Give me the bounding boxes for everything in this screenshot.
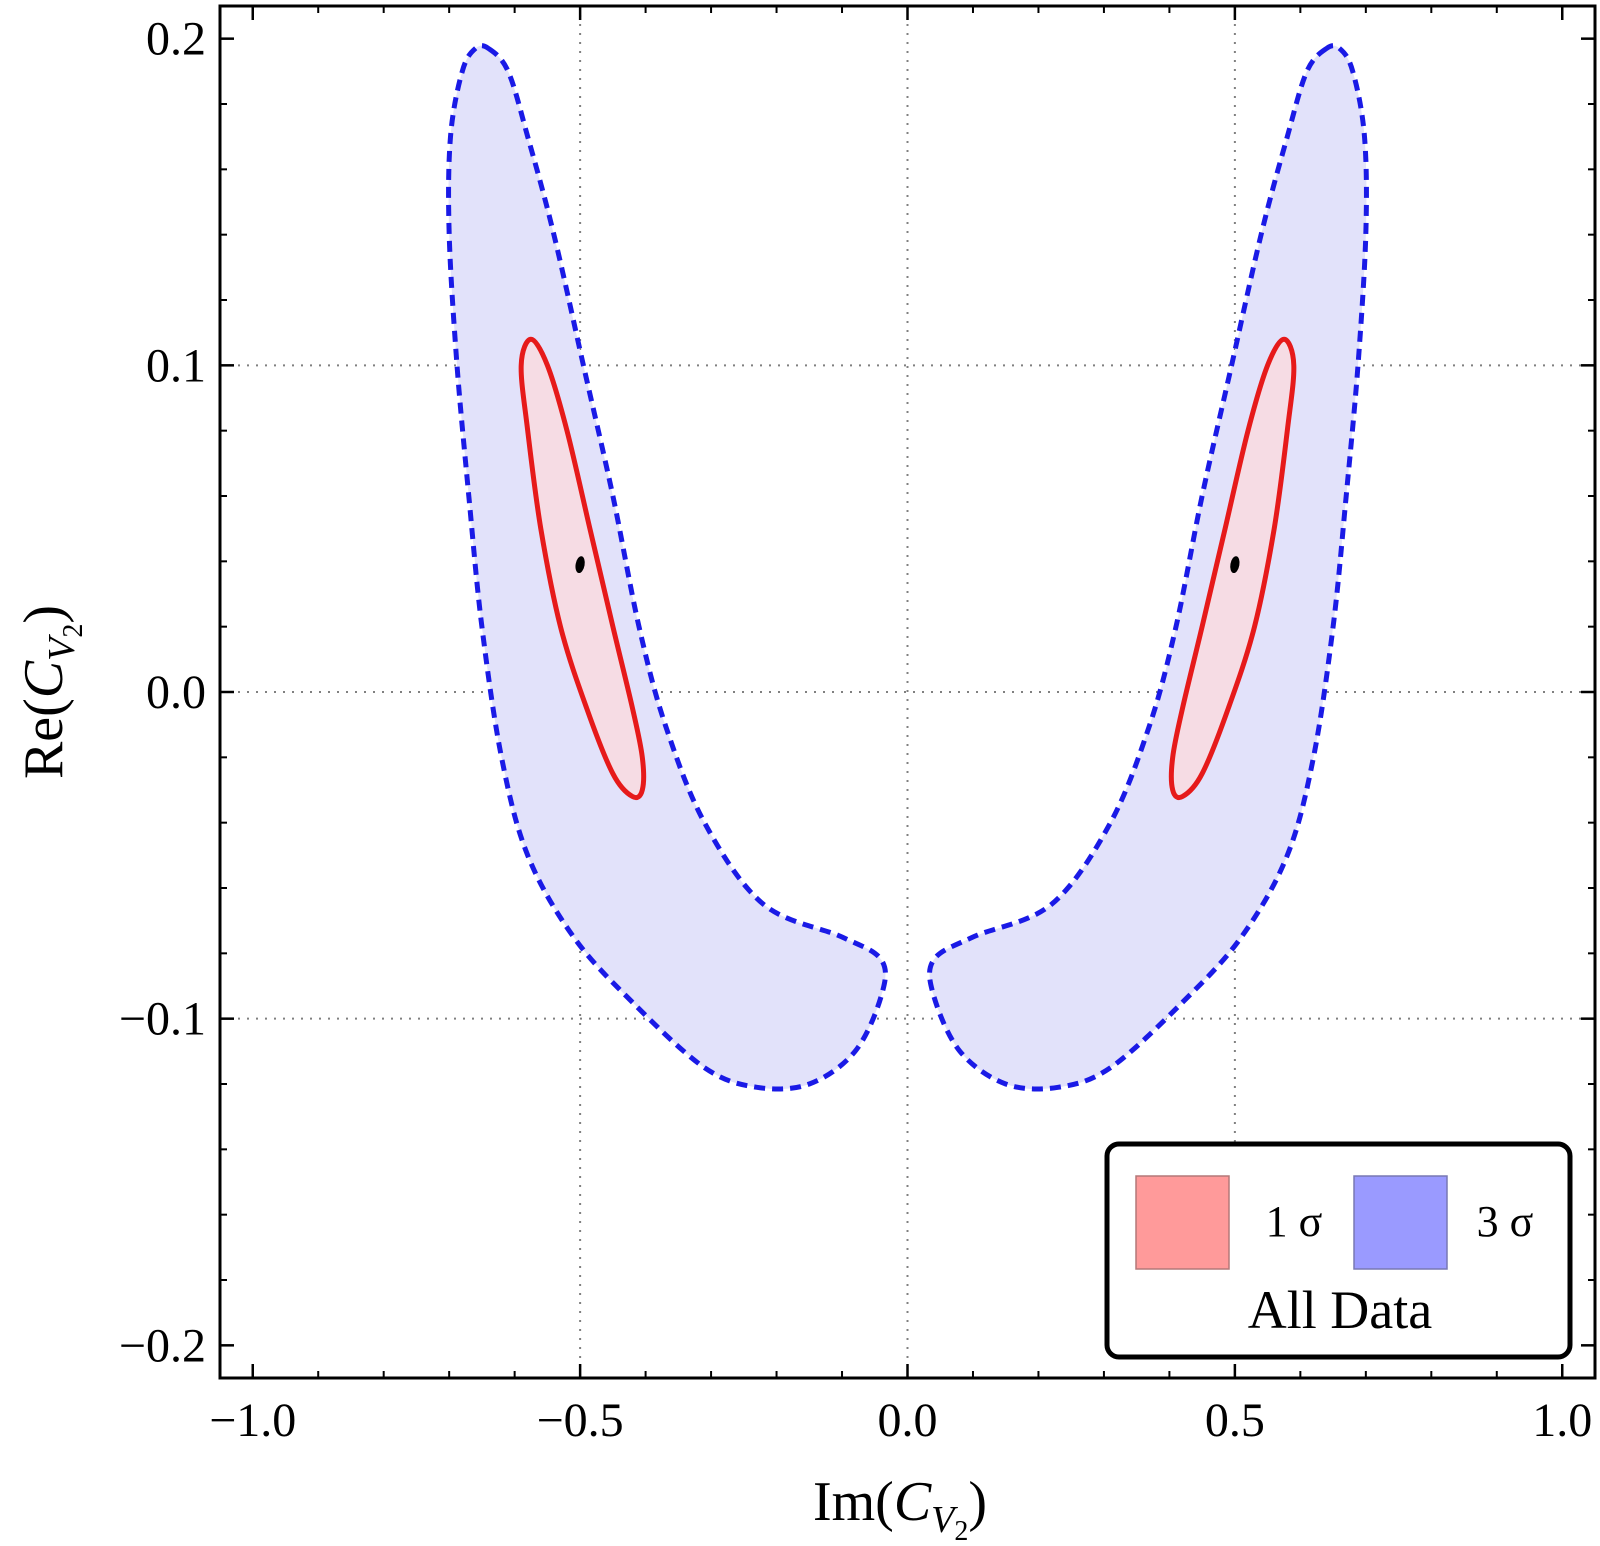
best-fit-points	[575, 556, 1240, 574]
x-tick-label-3: 0.5	[1205, 1394, 1265, 1447]
legend-swatch-3-sigma	[1353, 1175, 1448, 1270]
region-3-sigma-left	[446, 43, 888, 1092]
y-tick-label-0: −0.2	[119, 1319, 206, 1372]
best-fit-point-0	[575, 556, 585, 574]
x-tick-label-1: −0.5	[537, 1394, 624, 1447]
best-fit-point-1	[1230, 556, 1240, 574]
legend-title: All Data	[1248, 1280, 1432, 1340]
legend: 1 σ 3 σ All Data	[1104, 1141, 1573, 1360]
y-tick-label-4: 0.2	[146, 13, 206, 66]
x-tick-label-0: −1.0	[209, 1394, 296, 1447]
confidence-regions	[446, 43, 1369, 1092]
x-tick-label-2: 0.0	[878, 1394, 938, 1447]
region-3-sigma-right	[927, 43, 1369, 1092]
y-tick-label-3: 0.1	[146, 339, 206, 392]
x-tick-label-4: 1.0	[1532, 1394, 1592, 1447]
axis-ticks: −1.0 −0.5 0.0 0.5 1.0 −0.2 −0.1 0.0 0.1 0.2	[119, 6, 1595, 1447]
y-tick-label-1: −0.1	[119, 993, 206, 1046]
y-axis-title: Re(CV2)	[13, 605, 89, 779]
y-tick-label-2: 0.0	[146, 666, 206, 719]
legend-label-3-sigma: 3 σ	[1477, 1197, 1534, 1246]
legend-label-1-sigma: 1 σ	[1266, 1197, 1323, 1246]
x-axis-title: Im(CV2)	[813, 1471, 987, 1546]
legend-swatch-1-sigma	[1135, 1175, 1230, 1270]
